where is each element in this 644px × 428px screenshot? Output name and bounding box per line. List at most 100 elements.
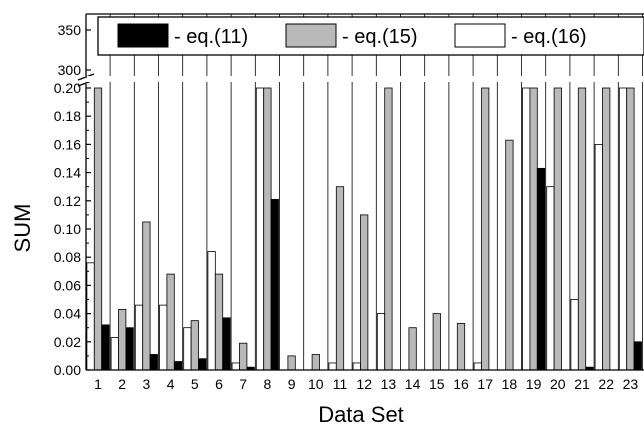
x-tick-label: 17	[477, 376, 493, 392]
bar	[134, 304, 144, 371]
x-tick-label: 13	[381, 376, 397, 392]
y-tick-label: 0.04	[54, 306, 81, 322]
x-tick-label: 20	[550, 376, 566, 392]
axes	[77, 13, 644, 371]
bar	[522, 87, 531, 371]
legend-swatch	[117, 23, 169, 48]
x-tick-label: 7	[239, 376, 247, 392]
x-tick-label: 11	[333, 376, 348, 392]
bar	[159, 304, 168, 371]
bar	[553, 87, 562, 371]
bar	[198, 358, 207, 371]
bar	[432, 313, 441, 371]
bar	[93, 87, 103, 371]
bar	[110, 337, 119, 371]
bar	[602, 87, 611, 371]
x-tick-label: 8	[264, 376, 272, 392]
bar	[384, 87, 393, 371]
x-tick-label: 18	[502, 376, 518, 392]
y-tick-label: 0.00	[54, 362, 81, 378]
x-tick-label: 5	[191, 376, 199, 392]
bar	[505, 139, 514, 371]
y-tick-label: 0.12	[54, 193, 81, 209]
bar	[287, 355, 296, 371]
y-tick-label: 0.18	[54, 108, 81, 124]
bar	[173, 361, 183, 371]
bar	[335, 186, 345, 371]
bar	[481, 87, 490, 371]
y-tick-label: 0.08	[54, 249, 81, 265]
x-tick-label: 9	[288, 376, 296, 392]
bar	[255, 87, 265, 371]
legend: - eq.(11) - eq.(15) - eq.(16)	[97, 16, 644, 56]
bar	[456, 323, 466, 371]
y-tick-label: 0.14	[54, 165, 81, 181]
bar	[536, 167, 546, 371]
bar	[626, 87, 635, 371]
bar	[311, 354, 320, 371]
x-tick-label: 12	[356, 376, 372, 392]
y-tick-label: 0.20	[54, 80, 81, 96]
x-tick-label: 21	[574, 376, 590, 392]
x-tick-label: 14	[405, 376, 421, 392]
legend-box	[97, 16, 644, 56]
y-tick-label: 0.16	[54, 136, 81, 152]
x-tick-labels: 1 2 3 4 5 6 7 8 9 10 11 12 13 14 15 16 17 18 19 20 21 22 23	[94, 376, 638, 392]
y-tick-label: 0.10	[54, 221, 81, 237]
x-tick-label: 3	[143, 376, 151, 392]
x-tick-label: 4	[167, 376, 175, 392]
y-tick-label: 350	[58, 22, 82, 38]
category-separators	[109, 14, 643, 370]
bar	[239, 342, 248, 371]
legend-swatch	[454, 23, 506, 48]
x-tick-label: 23	[623, 376, 639, 392]
bar	[360, 214, 369, 371]
bar	[408, 327, 417, 371]
legend-swatch	[285, 23, 337, 48]
x-tick-label: 2	[118, 376, 126, 392]
bar	[231, 362, 240, 371]
x-tick-label: 10	[308, 376, 324, 392]
bar	[529, 87, 538, 371]
y-tick-label: 0.06	[54, 277, 81, 293]
bar	[633, 341, 642, 371]
x-tick-label: 15	[429, 376, 445, 392]
x-tick-label: 22	[598, 376, 614, 392]
x-tick-label: 6	[215, 376, 223, 392]
y-ticks: 0.00 0.02 0.04 0.06 0.08 0.10 0.12 0.14 0.16 0.18…	[54, 22, 91, 378]
x-tick-label: 16	[453, 376, 469, 392]
bar	[222, 317, 231, 371]
bar	[149, 354, 158, 371]
bar	[352, 362, 361, 371]
legend-label: - eq.(16)	[511, 26, 587, 48]
bar	[594, 143, 603, 371]
bar	[166, 273, 175, 371]
x-axis-label: Data Set	[318, 402, 404, 427]
bar	[577, 87, 587, 371]
bar	[618, 87, 628, 371]
bar	[183, 327, 192, 371]
bar	[142, 221, 151, 371]
bar	[118, 308, 127, 371]
bars	[86, 87, 642, 371]
bar	[125, 327, 134, 371]
bar	[270, 198, 279, 371]
bar	[190, 320, 199, 371]
y-tick-label: 0.02	[54, 334, 81, 350]
bar	[86, 262, 95, 371]
y-tick-label: 300	[58, 62, 82, 78]
axis-break-gap	[87, 76, 644, 82]
bar	[546, 186, 555, 371]
x-tick-label: 19	[526, 376, 542, 392]
x-tick-label: 1	[94, 376, 102, 392]
bar	[263, 87, 272, 371]
bar	[376, 313, 386, 371]
bar	[473, 362, 482, 371]
bar	[207, 251, 216, 371]
legend-label: - eq.(11)	[174, 26, 248, 48]
legend-label: - eq.(15)	[342, 26, 418, 48]
y-axis-label: SUM	[10, 204, 35, 253]
axis-break-mark	[77, 73, 95, 81]
bar	[328, 362, 337, 371]
